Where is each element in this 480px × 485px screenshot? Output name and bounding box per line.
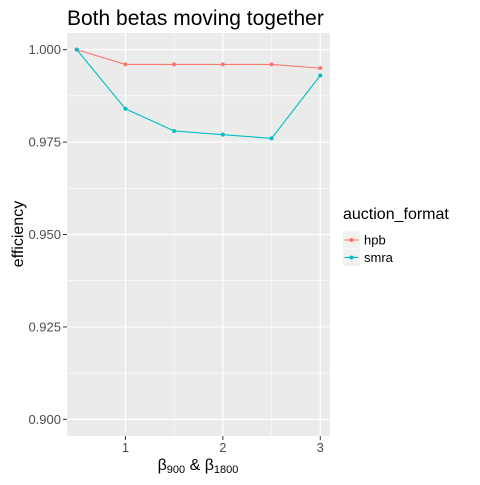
x-tick-label: 3 <box>317 440 324 455</box>
major-gridlines <box>67 33 330 436</box>
data-point-hpb <box>172 62 177 67</box>
series-line-smra <box>76 49 321 139</box>
x-axis: 1 2 3 <box>122 436 324 455</box>
series-layer <box>74 47 323 141</box>
x-title-beta-2: β <box>205 457 214 474</box>
data-point-smra <box>269 136 274 141</box>
legend: auction_format hpb smra <box>343 206 449 266</box>
data-point-hpb <box>269 62 274 67</box>
legend-marker-hpb <box>349 238 354 242</box>
data-point-smra <box>123 106 128 111</box>
legend-title: auction_format <box>343 206 449 223</box>
x-title-ampersand: & <box>185 457 205 474</box>
series-line-hpb <box>76 49 321 69</box>
y-tick-label: 0.925 <box>28 319 61 334</box>
x-axis-title: β900 & β1800 <box>158 457 239 476</box>
y-axis-title: efficiency <box>10 201 27 267</box>
data-point-smra <box>318 73 323 78</box>
x-title-beta-1: β <box>158 457 167 474</box>
x-tick-label: 1 <box>122 440 129 455</box>
data-point-smra <box>172 128 177 133</box>
data-point-hpb <box>123 62 128 67</box>
chart-title: Both betas moving together <box>67 7 324 30</box>
x-title-subscript-1: 900 <box>167 464 185 476</box>
y-axis: 0.900 0.925 0.950 0.975 1.000 <box>28 42 67 427</box>
data-point-hpb <box>220 62 225 67</box>
data-point-smra <box>220 132 225 137</box>
legend-label-smra: smra <box>364 250 394 265</box>
legend-label-hpb: hpb <box>364 233 386 248</box>
x-title-subscript-2: 1800 <box>214 464 238 476</box>
data-point-hpb <box>318 66 323 71</box>
x-tick-label: 2 <box>219 440 226 455</box>
y-tick-label: 0.900 <box>28 412 61 427</box>
legend-marker-smra <box>349 255 354 260</box>
y-tick-label: 0.975 <box>28 135 61 150</box>
y-tick-label: 0.950 <box>28 227 61 242</box>
data-point-smra <box>74 47 79 52</box>
legend-items: hpb smra <box>343 231 394 266</box>
y-tick-label: 1.000 <box>28 42 61 57</box>
